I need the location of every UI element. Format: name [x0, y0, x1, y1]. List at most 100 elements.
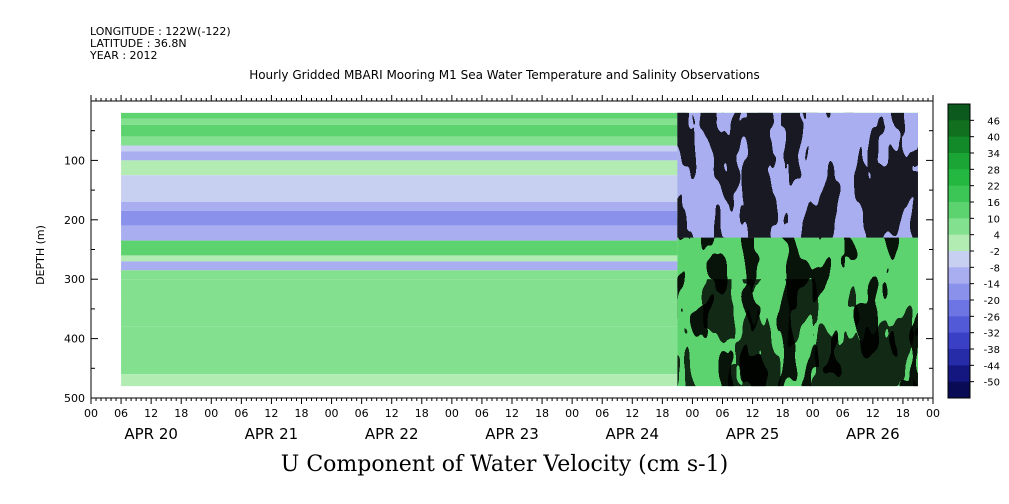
- colorbar-label: 16: [987, 198, 1000, 209]
- colorbar-swatch: [948, 104, 970, 121]
- colorbar-swatch: [948, 218, 970, 236]
- heat-band-2: [121, 124, 678, 137]
- colorbar-label: -32: [984, 329, 1000, 340]
- heat-band-15: [121, 279, 678, 303]
- x-day-label: APR 25: [726, 425, 780, 443]
- x-hour-tick-label: 06: [475, 407, 489, 420]
- colorbar-swatch: [948, 234, 970, 252]
- heat-band-8: [121, 201, 678, 211]
- colorbar-label: 22: [987, 182, 1000, 193]
- x-hour-tick-label: 18: [535, 407, 549, 420]
- colorbar-label: -2: [990, 247, 1000, 258]
- heat-field-upper-core: [677, 112, 918, 238]
- colorbar-swatch: [948, 349, 970, 366]
- heat-band-13: [121, 261, 678, 271]
- x-hour-tick-label: 06: [114, 407, 128, 420]
- colorbar-swatch: [948, 169, 970, 187]
- x-hour-tick-label: 18: [655, 407, 669, 420]
- x-day-label: APR 24: [605, 425, 659, 443]
- heat-band-5: [121, 151, 678, 161]
- x-day-label: APR 21: [245, 425, 299, 443]
- x-hour-tick-label: 18: [415, 407, 429, 420]
- heat-band-19: [121, 374, 678, 387]
- heat-band-9: [121, 210, 678, 226]
- x-hour-tick-label: 12: [264, 407, 278, 420]
- latitude-label: LATITUDE : 36.8N: [90, 37, 187, 50]
- heat-band-14: [121, 270, 678, 280]
- x-axis-label: U Component of Water Velocity (cm s-1): [280, 452, 729, 477]
- colorbar-label: -38: [984, 345, 1000, 356]
- colorbar-swatch: [948, 153, 970, 170]
- x-hour-tick-label: 18: [776, 407, 790, 420]
- y-tick-label: 200: [64, 214, 85, 227]
- colorbar-swatch: [948, 381, 970, 399]
- x-hour-tick-label: 00: [685, 407, 699, 420]
- colorbar: 46 40 34 28 22 16 10 4 -2 -8 -14 -20 -26 -32 -38 -44 -50: [947, 103, 1000, 399]
- colorbar-swatch: [948, 365, 970, 383]
- x-hour-tick-label: 06: [595, 407, 609, 420]
- heatmap-cells: [121, 112, 918, 387]
- colorbar-swatch: [948, 332, 970, 350]
- chart-title: Hourly Gridded MBARI Mooring M1 Sea Wate…: [249, 68, 760, 82]
- colorbar-label: 10: [987, 214, 1000, 225]
- colorbar-label: -26: [984, 312, 1000, 323]
- colorbar-swatch: [948, 202, 970, 219]
- x-hour-tick-label: 18: [174, 407, 188, 420]
- x-hour-tick-label: 00: [325, 407, 339, 420]
- colorbar-swatch: [948, 136, 970, 154]
- y-tick-label: 100: [64, 154, 85, 167]
- x-day-label: APR 20: [124, 425, 178, 443]
- x-hour-tick-label: 12: [144, 407, 158, 420]
- colorbar-label: 4: [994, 231, 1000, 242]
- colorbar-swatch: [948, 120, 970, 138]
- longitude-label: LONGITUDE : 122W(-122): [90, 25, 231, 38]
- x-hour-tick-label: 18: [295, 407, 309, 420]
- x-hour-tick-label: 06: [836, 407, 850, 420]
- colorbar-label: 40: [987, 133, 1000, 144]
- colorbar-swatch: [948, 300, 970, 317]
- y-tick-label: 300: [64, 273, 85, 286]
- axes: 00 06 12 18 00 06 12 18 00 06 12 18 00 06 12 18 00 06 12 18…: [64, 95, 940, 443]
- colorbar-label: 28: [987, 165, 1000, 176]
- year-label: YEAR : 2012: [90, 49, 158, 62]
- colorbar-label: -14: [984, 280, 1000, 291]
- x-hour-tick-label: 00: [926, 407, 940, 420]
- colorbar-label: -50: [984, 378, 1000, 389]
- x-hour-tick-label: 00: [204, 407, 218, 420]
- colorbar-swatch: [948, 251, 970, 268]
- x-hour-tick-label: 00: [84, 407, 98, 420]
- colorbar-label: 46: [987, 116, 1000, 127]
- heat-band-7: [121, 175, 678, 202]
- y-axis-label: DEPTH (m): [34, 225, 47, 285]
- heat-band-18: [121, 350, 678, 375]
- x-hour-tick-label: 12: [385, 407, 399, 420]
- heat-band-11: [121, 240, 678, 256]
- colorbar-swatch: [948, 185, 970, 203]
- x-day-label: APR 23: [485, 425, 539, 443]
- colorbar-label: -44: [984, 361, 1000, 372]
- x-hour-tick-label: 06: [716, 407, 730, 420]
- heat-band-6: [121, 160, 678, 176]
- colorbar-label: -20: [984, 296, 1000, 307]
- y-tick-label: 500: [64, 392, 85, 405]
- x-day-label: APR 26: [846, 425, 900, 443]
- heat-band-4: [121, 145, 678, 152]
- colorbar-label: 34: [987, 149, 1000, 160]
- heat-band-16: [121, 302, 678, 327]
- heat-band-12: [121, 255, 678, 262]
- x-day-label: APR 22: [365, 425, 419, 443]
- heat-band-0: [121, 112, 678, 119]
- x-hour-tick-label: 00: [445, 407, 459, 420]
- x-hour-tick-label: 18: [896, 407, 910, 420]
- x-hour-tick-label: 00: [565, 407, 579, 420]
- x-hour-tick-label: 06: [355, 407, 369, 420]
- x-hour-tick-label: 12: [505, 407, 519, 420]
- x-hour-tick-label: 06: [234, 407, 248, 420]
- colorbar-swatch: [948, 316, 970, 334]
- colorbar-swatch: [948, 267, 970, 285]
- heat-field-lower: [677, 279, 918, 387]
- x-hour-tick-label: 00: [806, 407, 820, 420]
- heat-band-1: [121, 118, 678, 125]
- x-hour-tick-label: 12: [866, 407, 880, 420]
